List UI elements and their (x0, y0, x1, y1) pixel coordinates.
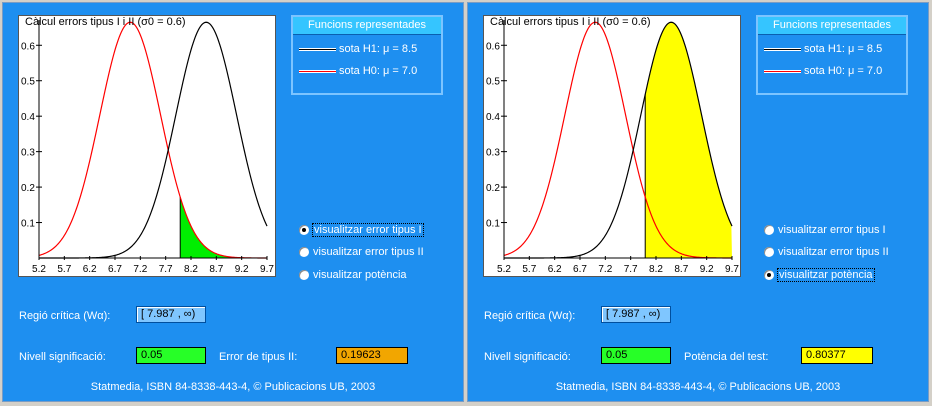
y-tick-label: 0.5 (486, 77, 500, 88)
error-type-2-field: 0.19623 (336, 347, 408, 364)
x-tick-label: 8.7 (674, 264, 688, 275)
y-tick-label: 0.5 (21, 77, 35, 88)
radio-label: visualitzar error tipus II (778, 246, 889, 258)
legend-h0: sota H0: μ = 7.0 (299, 64, 417, 78)
h1-curve (39, 21, 268, 259)
radio-power[interactable]: visualitzar potència (299, 268, 407, 282)
error-type-2-label: Error de tipus II: (219, 351, 298, 363)
h0-curve (38, 21, 267, 259)
significance-label: Nivell significació: (484, 351, 571, 363)
x-tick-label: 9.7 (725, 264, 739, 275)
y-tick-label: 0.3 (21, 148, 35, 159)
critical-region-field[interactable]: [ 7.987 , ∞) (601, 306, 671, 323)
legend-title: Funcions representades (293, 17, 441, 35)
plot-area: 0.6 0.5 0.4 0.3 0.2 0.1 5.2 5.7 6.2 6.7 7.2 7.7 8.2 8… (18, 15, 276, 277)
radio-error-type-2[interactable]: visualitzar error tipus II (299, 245, 424, 259)
y-tick-label: 0.3 (486, 148, 500, 159)
right-panel: 0.6 0.5 0.4 0.3 0.2 0.1 5.2 5.7 6.2 6.7 7.2 7.7 8.2 8… (467, 2, 929, 402)
x-tick-label: 9.2 (235, 264, 249, 275)
x-tick-label: 7.7 (624, 264, 638, 275)
shaded-area (645, 22, 732, 259)
x-tick-label: 6.7 (573, 264, 587, 275)
critical-region-label: Regió crítica (Wα): (484, 310, 576, 322)
radio-error-type-2[interactable]: visualitzar error tipus II (764, 245, 889, 259)
x-tick-label: 6.2 (83, 264, 97, 275)
radio-unselected-icon[interactable] (764, 247, 774, 257)
y-tick-label: 0.6 (486, 41, 500, 52)
radio-error-type-1[interactable]: visualitzar error tipus I (299, 223, 424, 237)
radio-label: visualitzar error tipus II (313, 246, 424, 258)
x-tick-label: 7.2 (598, 264, 612, 275)
critical-region-label: Regió crítica (Wα): (19, 310, 111, 322)
legend-h1: sota H1: μ = 8.5 (299, 42, 417, 56)
x-tick-label: 7.2 (133, 264, 147, 275)
y-tick-label: 0.1 (21, 219, 35, 230)
y-tick-label: 0.6 (21, 41, 35, 52)
plot-area: 0.6 0.5 0.4 0.3 0.2 0.1 5.2 5.7 6.2 6.7 7.2 7.7 8.2 8… (483, 15, 741, 277)
x-tick-label: 5.2 (32, 264, 46, 275)
red-line-icon (764, 69, 801, 73)
radio-label: visualitzar error tipus I (778, 224, 886, 236)
x-tick-label: 6.2 (548, 264, 562, 275)
radio-label: visualitzar potència (777, 268, 875, 282)
black-line-icon (299, 47, 336, 51)
legend-h0-label: sota H0: μ = 7.0 (804, 65, 883, 77)
radio-selected-icon[interactable] (299, 225, 309, 235)
black-line-icon (764, 47, 801, 51)
legend: Funcions representades sota H1: μ = 8.5 … (756, 15, 908, 95)
x-tick-label: 5.7 (522, 264, 536, 275)
h0-curve (503, 21, 732, 259)
x-tick-label: 7.7 (159, 264, 173, 275)
significance-field[interactable]: 0.05 (601, 347, 671, 364)
y-tick-label: 0.4 (486, 112, 500, 123)
legend-h1: sota H1: μ = 8.5 (764, 42, 882, 56)
legend-h1-label: sota H1: μ = 8.5 (804, 43, 883, 55)
x-tick-label: 8.2 (649, 264, 663, 275)
plot-svg: 0.6 0.5 0.4 0.3 0.2 0.1 5.2 5.7 6.2 6.7 7.2 7.7 8.2 8… (21, 20, 274, 275)
x-tick-label: 5.7 (57, 264, 71, 275)
power-field: 0.80377 (801, 347, 873, 364)
y-tick-label: 0.2 (21, 183, 35, 194)
x-tick-label: 9.7 (260, 264, 274, 275)
footer-credits: Statmedia, ISBN 84-8338-443-4, © Publica… (555, 381, 841, 393)
y-tick-label: 0.1 (486, 219, 500, 230)
power-label: Potència del test: (684, 351, 769, 363)
shaded-area (180, 197, 267, 258)
legend: Funcions representades sota H1: μ = 8.5 … (291, 15, 443, 95)
radio-selected-icon[interactable] (764, 270, 774, 280)
plot-svg: 0.6 0.5 0.4 0.3 0.2 0.1 5.2 5.7 6.2 6.7 7.2 7.7 8.2 8… (486, 20, 739, 275)
radio-power[interactable]: visualitzar potència (764, 268, 875, 282)
legend-h0-label: sota H0: μ = 7.0 (339, 65, 418, 77)
radio-label: visualitzar potència (313, 269, 407, 281)
plot-title: Càlcul errors tipus I i II (σ0 = 0.6) (25, 16, 186, 28)
legend-title: Funcions representades (758, 17, 906, 35)
x-tick-label: 8.2 (184, 264, 198, 275)
radio-error-type-1[interactable]: visualitzar error tipus I (764, 223, 886, 237)
legend-h0: sota H0: μ = 7.0 (764, 64, 882, 78)
radio-unselected-icon[interactable] (299, 270, 309, 280)
x-tick-label: 5.2 (497, 264, 511, 275)
significance-label: Nivell significació: (19, 351, 106, 363)
legend-h1-label: sota H1: μ = 8.5 (339, 43, 418, 55)
significance-field[interactable]: 0.05 (136, 347, 206, 364)
left-panel: 0.6 0.5 0.4 0.3 0.2 0.1 5.2 5.7 6.2 6.7 7.2 7.7 8.2 8… (2, 2, 464, 402)
radio-unselected-icon[interactable] (299, 247, 309, 257)
y-tick-label: 0.2 (486, 183, 500, 194)
x-tick-label: 6.7 (108, 264, 122, 275)
footer-credits: Statmedia, ISBN 84-8338-443-4, © Publica… (90, 381, 376, 393)
red-line-icon (299, 69, 336, 73)
y-tick-label: 0.4 (21, 112, 35, 123)
critical-region-field[interactable]: [ 7.987 , ∞) (136, 306, 206, 323)
x-tick-label: 9.2 (700, 264, 714, 275)
plot-title: Càlcul errors tipus I i II (σ0 = 0.6) (490, 16, 651, 28)
x-tick-label: 8.7 (209, 264, 223, 275)
radio-label: visualitzar error tipus I (312, 223, 424, 237)
radio-unselected-icon[interactable] (764, 225, 774, 235)
